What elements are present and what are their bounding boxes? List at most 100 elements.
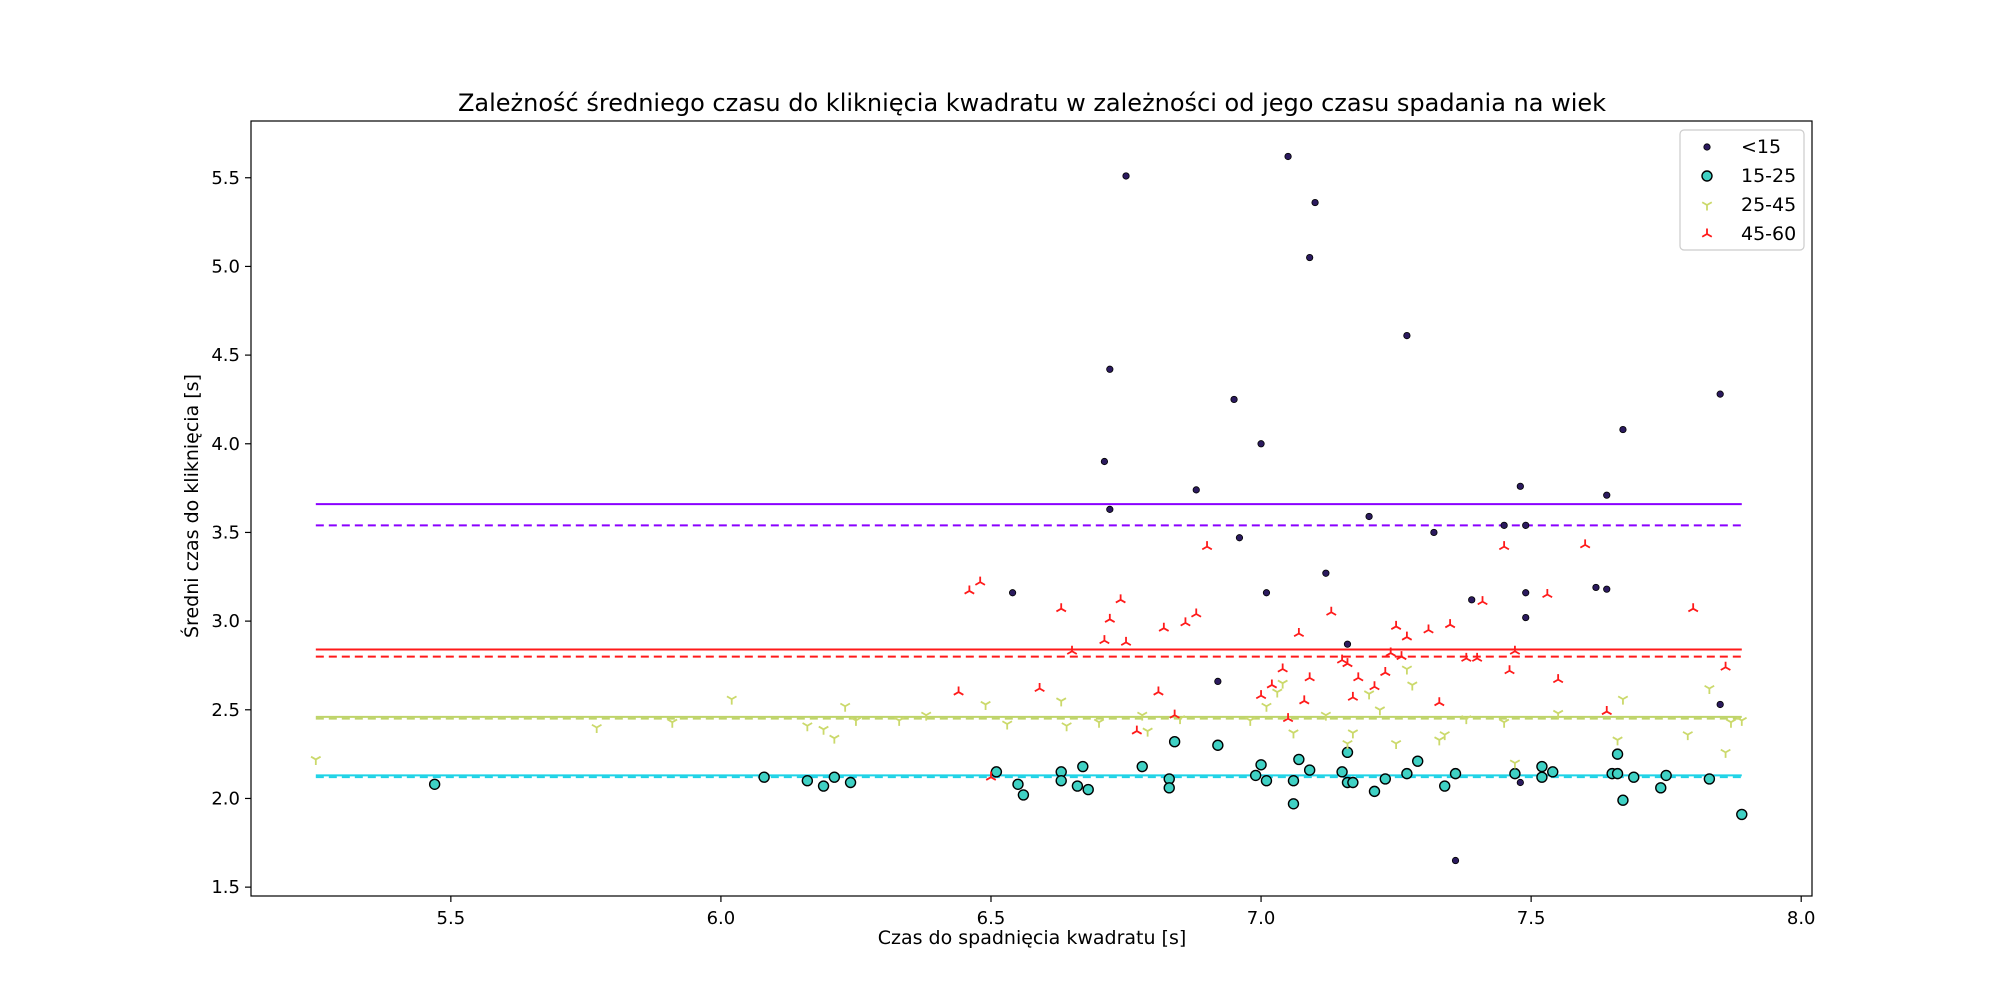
data-point bbox=[893, 716, 905, 726]
legend-marker bbox=[1701, 228, 1713, 238]
legend-marker bbox=[1701, 201, 1713, 211]
legend-label: 25-45 bbox=[1741, 194, 1796, 216]
data-point bbox=[844, 776, 857, 789]
data-point bbox=[1169, 709, 1180, 719]
data-point bbox=[1322, 569, 1330, 577]
data-point bbox=[1500, 521, 1508, 529]
data-point bbox=[1374, 706, 1386, 716]
y-tick-label: 5.5 bbox=[211, 168, 240, 189]
data-point bbox=[1703, 773, 1716, 785]
data-point bbox=[1509, 645, 1521, 655]
legend-marker bbox=[1703, 143, 1711, 151]
data-point bbox=[1619, 425, 1627, 434]
y-tick-label: 3.5 bbox=[211, 522, 240, 543]
data-point bbox=[1293, 628, 1305, 638]
data-point bbox=[1547, 766, 1559, 778]
data-point bbox=[1682, 731, 1693, 741]
data-point bbox=[1611, 767, 1624, 780]
data-point bbox=[1434, 736, 1445, 746]
chart-title: Zależność średniego czasu do kliknięcia … bbox=[458, 89, 1606, 117]
data-point bbox=[1115, 594, 1126, 604]
data-point bbox=[1055, 697, 1067, 707]
data-point bbox=[1287, 798, 1300, 810]
data-point bbox=[1522, 613, 1530, 622]
data-point bbox=[1336, 654, 1348, 664]
x-tick-label: 6.0 bbox=[707, 908, 736, 929]
data-point bbox=[1306, 253, 1314, 262]
data-point bbox=[1516, 482, 1524, 490]
data-point bbox=[1579, 539, 1591, 549]
x-tick-label: 5.5 bbox=[437, 908, 466, 929]
data-point bbox=[1261, 702, 1272, 712]
data-point bbox=[1347, 691, 1359, 701]
data-point bbox=[964, 585, 975, 595]
data-point bbox=[1293, 753, 1305, 766]
data-point bbox=[1471, 652, 1483, 662]
data-point bbox=[1725, 718, 1737, 728]
data-point bbox=[1303, 764, 1316, 776]
data-point bbox=[1262, 589, 1271, 597]
data-point bbox=[1401, 767, 1413, 780]
data-point bbox=[850, 716, 862, 726]
data-point bbox=[1192, 486, 1200, 494]
legend: <15 15-25 25-45 45-60 bbox=[1679, 129, 1805, 251]
data-point bbox=[1061, 722, 1072, 732]
data-point bbox=[1509, 767, 1521, 780]
data-point bbox=[1287, 775, 1300, 787]
data-point bbox=[1266, 679, 1278, 689]
data-point bbox=[828, 771, 841, 783]
data-point bbox=[1552, 674, 1564, 684]
data-point bbox=[1168, 736, 1181, 748]
data-point bbox=[1034, 683, 1045, 693]
data-point bbox=[1153, 686, 1164, 696]
data-point bbox=[1660, 769, 1672, 782]
data-point bbox=[1369, 681, 1380, 691]
data-point bbox=[1284, 152, 1292, 161]
data-point bbox=[1444, 619, 1456, 629]
data-point bbox=[1347, 776, 1359, 789]
data-point bbox=[1430, 528, 1438, 537]
data-point bbox=[1603, 491, 1611, 499]
data-point bbox=[1347, 729, 1359, 739]
legend-marker bbox=[1701, 170, 1713, 182]
y-tick-label: 5.0 bbox=[211, 256, 240, 277]
data-point bbox=[801, 775, 814, 787]
data-point bbox=[1353, 672, 1364, 682]
data-point bbox=[1100, 457, 1109, 466]
y-tick-label: 4.5 bbox=[211, 345, 240, 366]
data-point bbox=[1055, 603, 1067, 613]
data-point bbox=[310, 755, 322, 765]
data-point bbox=[1509, 759, 1521, 769]
data-point bbox=[1336, 766, 1348, 778]
data-point bbox=[1451, 856, 1460, 865]
legend-label: 15-25 bbox=[1741, 165, 1796, 187]
data-point bbox=[1461, 652, 1472, 662]
legend-box bbox=[1679, 129, 1805, 251]
data-point bbox=[1163, 782, 1175, 794]
y-tick-label: 4.0 bbox=[211, 434, 240, 455]
data-point bbox=[1120, 636, 1132, 646]
data-point bbox=[1365, 512, 1373, 521]
data-point bbox=[974, 576, 986, 586]
data-point bbox=[1136, 760, 1148, 773]
data-point bbox=[1716, 390, 1724, 398]
data-point bbox=[1017, 789, 1030, 801]
data-point bbox=[1439, 780, 1451, 792]
data-point bbox=[1260, 775, 1273, 787]
data-point bbox=[1158, 622, 1170, 632]
data-point bbox=[1716, 700, 1724, 709]
data-point bbox=[1071, 780, 1084, 792]
data-point bbox=[1434, 697, 1445, 707]
data-point bbox=[1498, 718, 1510, 728]
data-point bbox=[1390, 620, 1402, 630]
data-point bbox=[1401, 665, 1413, 675]
data-point bbox=[953, 686, 964, 696]
data-point bbox=[1542, 589, 1553, 599]
data-point bbox=[1603, 585, 1611, 593]
data-point bbox=[1504, 665, 1515, 675]
data-point bbox=[1468, 596, 1476, 604]
data-point bbox=[802, 722, 813, 732]
data-point bbox=[1536, 771, 1548, 783]
data-point bbox=[839, 702, 851, 712]
